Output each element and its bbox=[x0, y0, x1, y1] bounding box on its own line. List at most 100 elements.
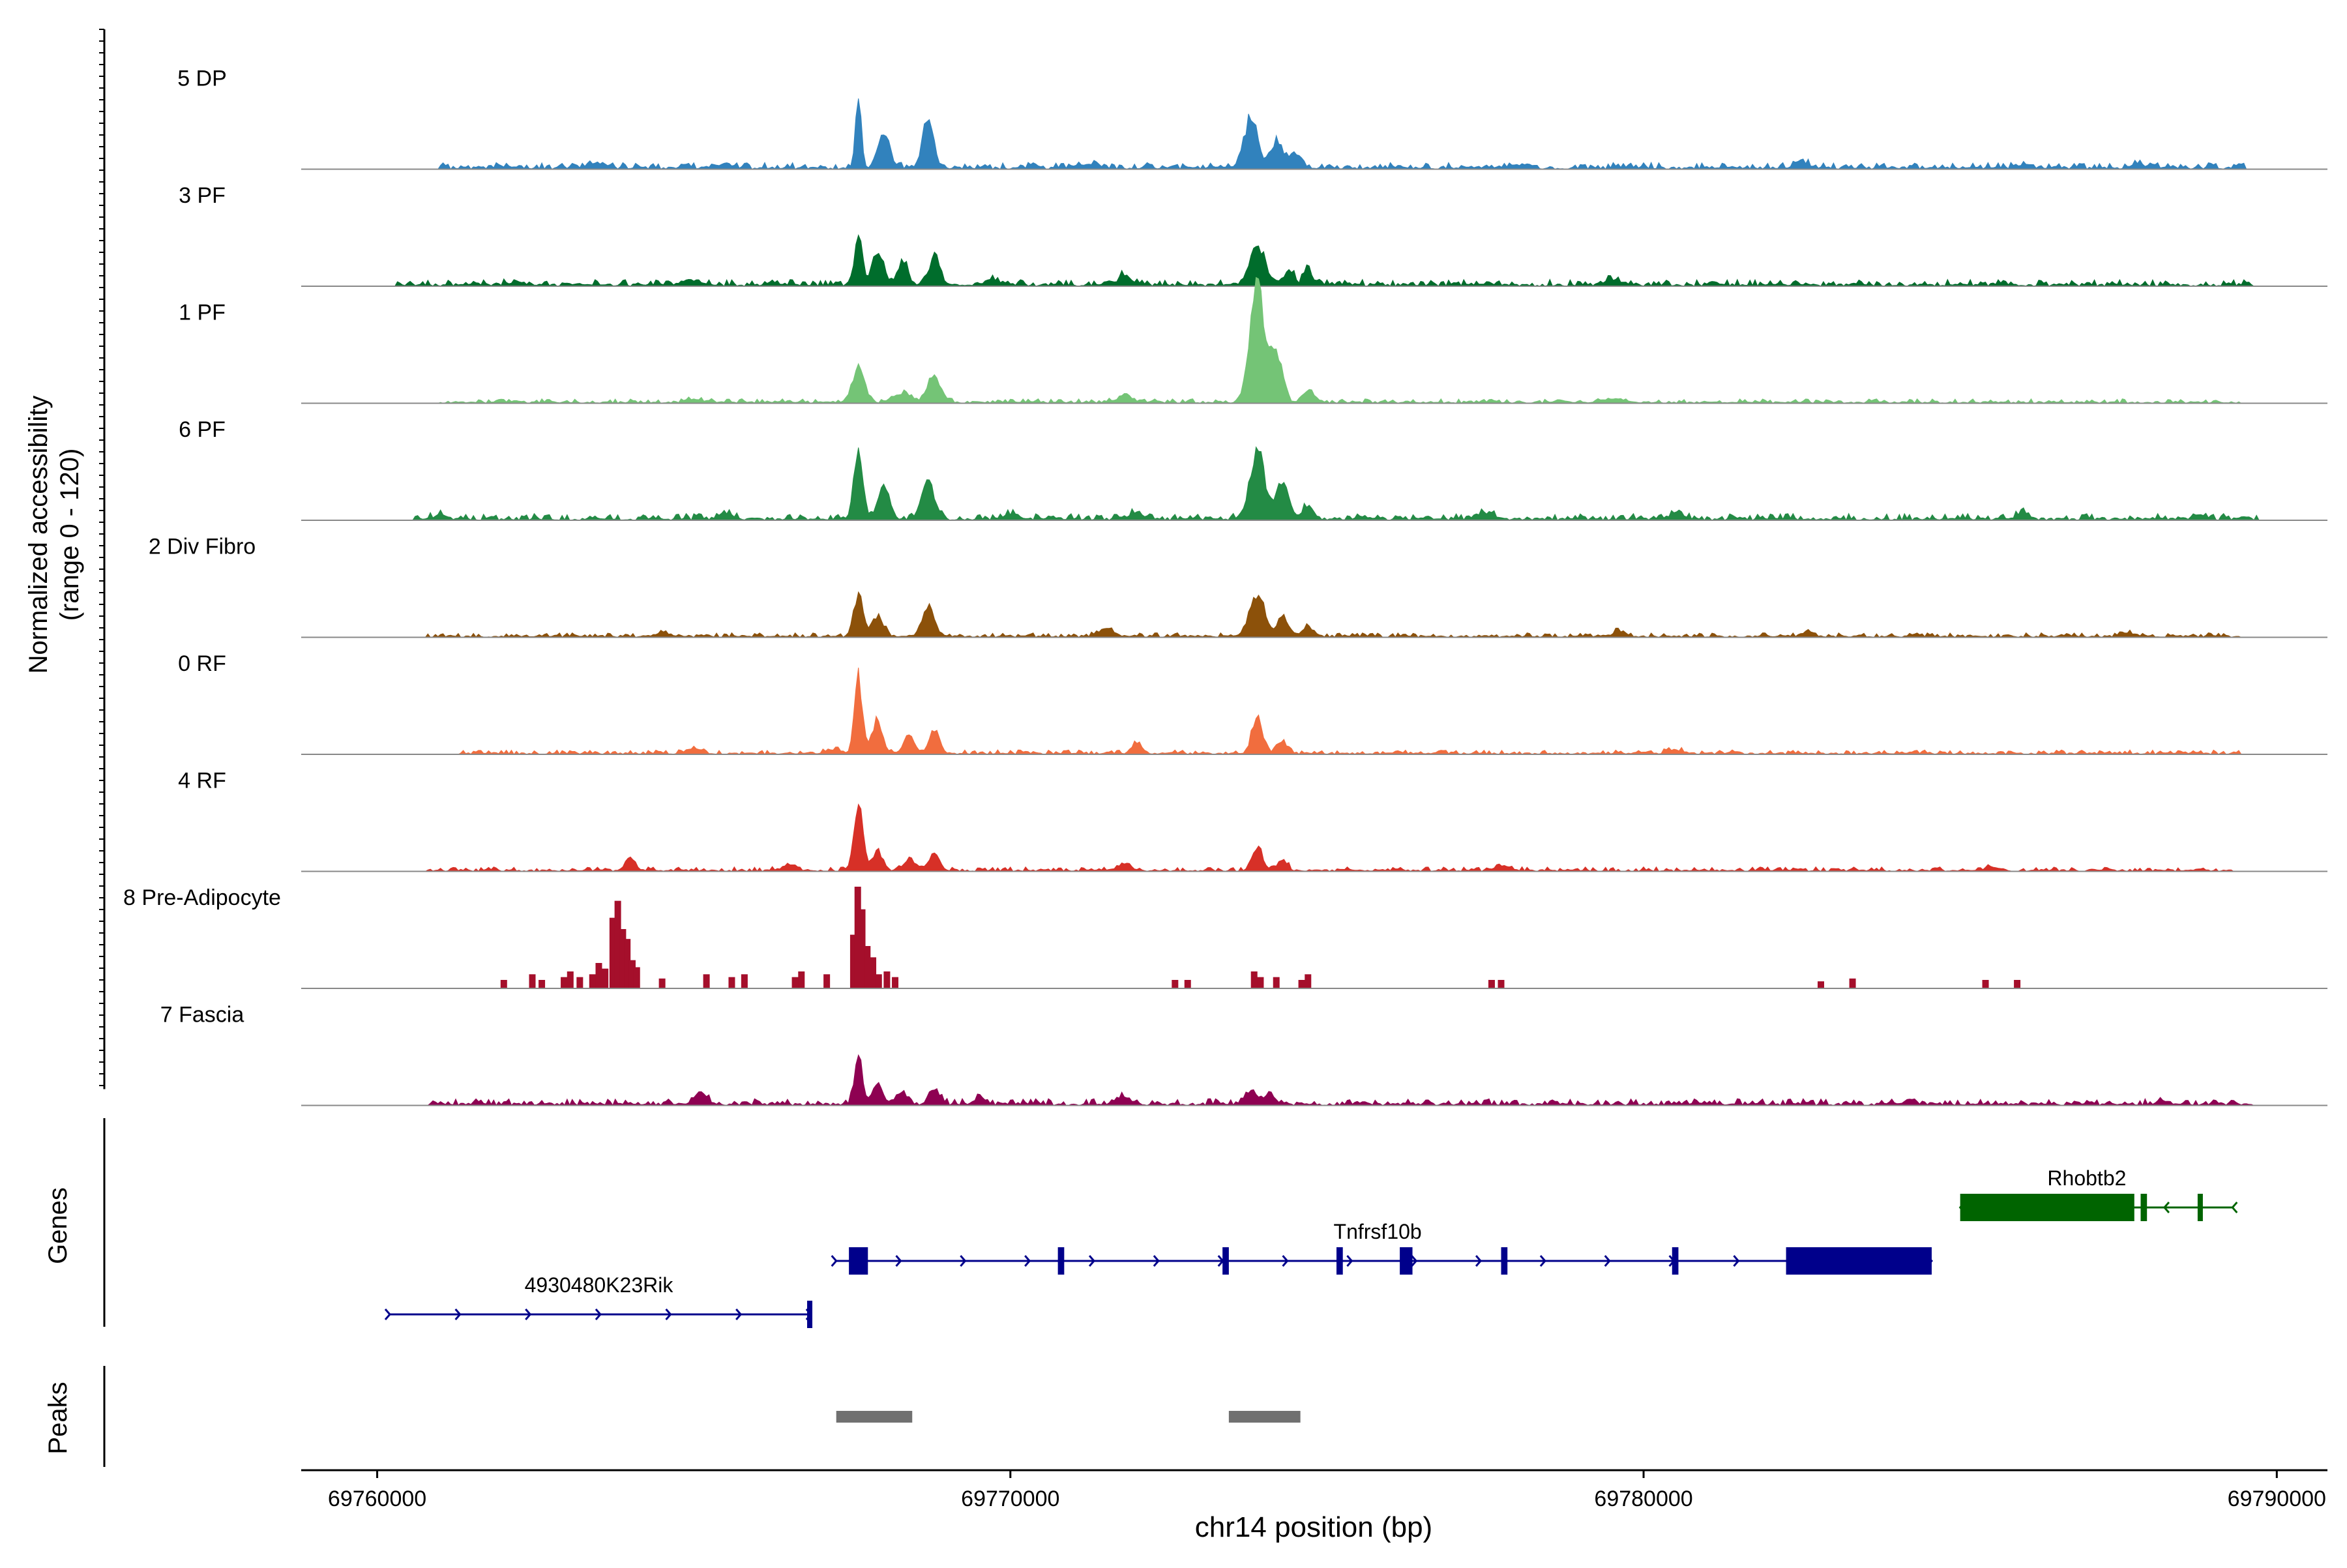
coverage-bar bbox=[883, 971, 891, 988]
track-label: 2 Div Fibro bbox=[149, 535, 256, 559]
coverage-bar bbox=[854, 887, 861, 988]
gene-exon bbox=[1501, 1247, 1508, 1275]
track-0-rf: 0 RF bbox=[178, 651, 2327, 755]
x-tick-label: 69790000 bbox=[2228, 1487, 2326, 1511]
coverage-area bbox=[301, 234, 2327, 288]
track-label: 4 RF bbox=[178, 769, 226, 793]
coverage-bar bbox=[741, 974, 748, 988]
strand-arrow bbox=[1475, 1255, 1483, 1267]
strand-arrow bbox=[1346, 1255, 1353, 1267]
coverage-bar bbox=[728, 977, 735, 988]
y-axis bbox=[99, 29, 106, 1089]
gene-exon bbox=[1336, 1247, 1343, 1275]
coverage-bar bbox=[614, 900, 621, 988]
coverage-bar bbox=[2014, 980, 2021, 988]
coverage-area bbox=[301, 1054, 2327, 1106]
strand-arrow bbox=[2162, 1202, 2170, 1213]
y-axis-title: Normalized accessibility (range 0 - 120) bbox=[24, 396, 84, 674]
strand-arrow bbox=[831, 1255, 838, 1267]
coverage-bar bbox=[609, 917, 616, 988]
strand-arrow bbox=[735, 1309, 743, 1320]
y-axis-title-line1: Normalized accessibility bbox=[24, 396, 53, 674]
coverage-bar bbox=[798, 971, 805, 988]
coverage-area bbox=[301, 667, 2327, 755]
coverage-area bbox=[301, 98, 2327, 170]
gene-rhobtb2: Rhobtb2 bbox=[1958, 1166, 2238, 1221]
coverage-bar bbox=[1498, 980, 1505, 988]
peak-regions bbox=[836, 1411, 1301, 1423]
coverage-bar bbox=[791, 977, 799, 988]
track-6-pf: 6 PF bbox=[179, 417, 2327, 522]
x-axis: 69760000 69770000 69780000 69790000 bbox=[301, 1469, 2327, 1511]
coverage-area bbox=[301, 276, 2327, 404]
strand-arrow bbox=[384, 1309, 391, 1320]
coverage-bar bbox=[500, 980, 507, 988]
gene-exon bbox=[1786, 1247, 1932, 1275]
coverage-tracks: 5 DP 3 PF 1 PF 6 PF 2 Div Fibro 0 RF 4 RF 8 Pre… bbox=[123, 67, 2327, 1106]
coverage-bar bbox=[1305, 974, 1312, 988]
strand-arrow bbox=[1024, 1255, 1031, 1267]
x-tick-label: 69770000 bbox=[961, 1487, 1059, 1511]
coverage-bar bbox=[859, 909, 866, 988]
strand-arrow bbox=[1733, 1255, 1740, 1267]
track-3-pf: 3 PF bbox=[179, 183, 2327, 288]
x-axis-title: chr14 position (bp) bbox=[1195, 1511, 1432, 1543]
gene-exon bbox=[1672, 1247, 1679, 1275]
gene-exon bbox=[1400, 1247, 1413, 1275]
gene-exon bbox=[2197, 1194, 2203, 1221]
coverage-bar bbox=[892, 977, 899, 988]
gene-4930480k23rik: 4930480K23Rik bbox=[384, 1273, 813, 1328]
track-8-pre-adipocyte: 8 Pre-Adipocyte bbox=[123, 885, 2327, 989]
track-7-fascia: 7 Fascia bbox=[160, 1003, 2327, 1106]
track-label: 5 DP bbox=[177, 67, 227, 91]
coverage-bar bbox=[875, 974, 882, 988]
coverage-bar bbox=[658, 978, 666, 988]
track-label: 1 PF bbox=[179, 301, 226, 325]
strand-arrow bbox=[960, 1255, 967, 1267]
track-label: 0 RF bbox=[178, 651, 226, 676]
gene-exon bbox=[849, 1247, 868, 1275]
gene-label: Tnfrsf10b bbox=[1334, 1220, 1422, 1243]
coverage-area bbox=[301, 591, 2327, 638]
track-label: 7 Fascia bbox=[160, 1003, 244, 1028]
coverage-bar bbox=[1184, 980, 1191, 988]
gene-label: 4930480K23Rik bbox=[525, 1273, 674, 1297]
coverage-bar bbox=[1172, 980, 1179, 988]
track-label: 3 PF bbox=[179, 183, 226, 208]
strand-arrow bbox=[2231, 1202, 2238, 1213]
strand-arrow bbox=[1088, 1255, 1096, 1267]
coverage-bar bbox=[1298, 980, 1305, 988]
coverage-bar bbox=[1488, 980, 1495, 988]
coverage-bar bbox=[595, 963, 602, 988]
peak-region bbox=[1228, 1411, 1301, 1423]
coverage-bar bbox=[576, 977, 583, 988]
coverage-bar bbox=[539, 980, 546, 988]
peaks-panel-label: Peaks bbox=[44, 1382, 72, 1454]
strand-arrow bbox=[1153, 1255, 1160, 1267]
strand-arrow bbox=[525, 1309, 532, 1320]
strand-arrow bbox=[1539, 1255, 1546, 1267]
coverage-bar bbox=[870, 957, 877, 988]
coverage-bar bbox=[1273, 977, 1280, 988]
strand-arrow bbox=[665, 1309, 672, 1320]
strand-arrow bbox=[454, 1309, 462, 1320]
track-2-div-fibro: 2 Div Fibro bbox=[149, 535, 2327, 638]
coverage-area bbox=[301, 446, 2327, 522]
coverage-bar bbox=[633, 967, 640, 988]
gene-exon bbox=[2140, 1194, 2148, 1221]
gene-exon bbox=[1960, 1194, 2134, 1221]
coverage-bar bbox=[628, 960, 636, 988]
gene-exon bbox=[807, 1301, 813, 1328]
coverage-bar bbox=[561, 977, 568, 988]
track-1-pf: 1 PF bbox=[179, 276, 2327, 404]
track-label: 8 Pre-Adipocyte bbox=[123, 885, 281, 910]
track-label: 6 PF bbox=[179, 417, 226, 442]
coverage-bar bbox=[1818, 981, 1824, 988]
strand-arrow bbox=[1282, 1255, 1289, 1267]
coverage-bar bbox=[589, 974, 596, 988]
strand-arrow bbox=[1411, 1255, 1418, 1267]
coverage-bar bbox=[624, 939, 631, 988]
x-tick-label: 69760000 bbox=[328, 1487, 426, 1511]
gene-label: Rhobtb2 bbox=[2047, 1166, 2126, 1190]
coverage-bar bbox=[1257, 977, 1264, 988]
